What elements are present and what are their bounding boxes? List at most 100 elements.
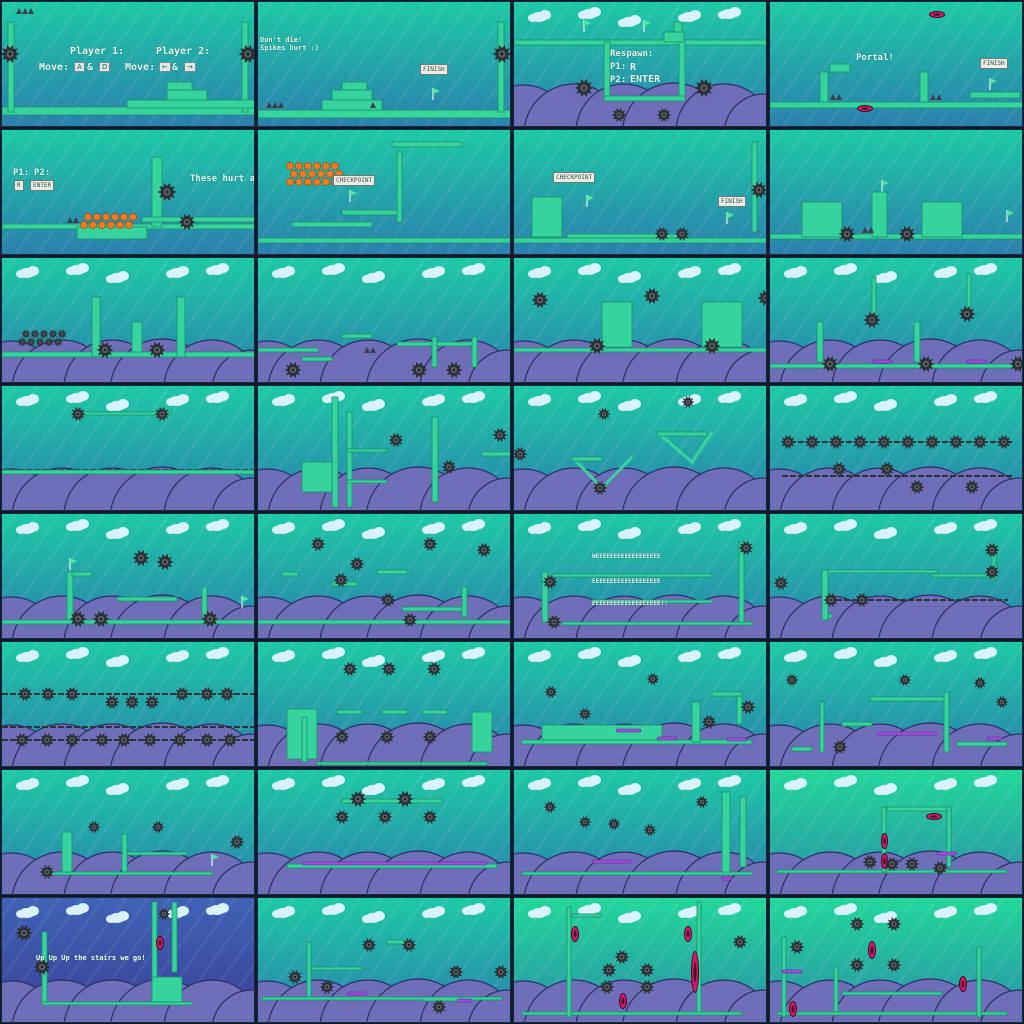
- cloud: [166, 650, 189, 662]
- level-thumbnail-20[interactable]: [769, 513, 1023, 639]
- platform: [886, 806, 948, 812]
- platform: [514, 347, 766, 353]
- level-thumbnail-7[interactable]: CHECKPOINT FINISH: [513, 129, 767, 255]
- platform: [521, 1011, 743, 1016]
- jump-pad: [591, 859, 633, 864]
- spikes-icon: [266, 102, 284, 108]
- level-thumbnail-1[interactable]: Player 1: Player 2: Move: A & D Move: ← & →: [1, 1, 255, 127]
- cloud: [206, 519, 229, 531]
- level-thumbnail-5[interactable]: P1: P2: R ENTER These hurt as well: [1, 129, 255, 255]
- level-thumbnail-24[interactable]: [769, 641, 1023, 767]
- saw-blade-icon: [448, 964, 464, 980]
- cloud: [578, 7, 601, 19]
- saw-blade-icon: [542, 574, 558, 590]
- level-thumbnail-9[interactable]: [1, 257, 255, 383]
- saw-blade-icon: [588, 337, 606, 355]
- saw-blade-icon: [15, 924, 33, 942]
- platform: [471, 711, 493, 753]
- cloud: [974, 519, 997, 531]
- level-thumbnail-15[interactable]: [513, 385, 767, 511]
- level-thumbnail-2[interactable]: Don't die! Spikes hurt :) FINISH: [257, 1, 511, 127]
- cloud: [718, 7, 741, 19]
- cloud: [784, 650, 807, 662]
- checkpoint-flag-icon: [349, 190, 357, 202]
- cloud: [834, 903, 857, 915]
- level-thumbnail-30[interactable]: [257, 897, 511, 1023]
- platform: [61, 831, 73, 873]
- cloud: [618, 911, 641, 923]
- cloud: [362, 399, 385, 411]
- level-thumbnail-32[interactable]: [769, 897, 1023, 1023]
- level-thumbnail-18[interactable]: [257, 513, 511, 639]
- saw-blade-icon: [87, 820, 101, 834]
- level-thumbnail-4[interactable]: Portal! FINISH: [769, 1, 1023, 127]
- platform: [166, 89, 208, 101]
- level-thumbnail-14[interactable]: [257, 385, 511, 511]
- saw-blade-icon: [544, 685, 558, 699]
- cloud: [718, 519, 741, 531]
- platform: [663, 31, 685, 43]
- level-thumbnail-22[interactable]: [257, 641, 511, 767]
- platform: [673, 21, 683, 33]
- cloud: [206, 263, 229, 275]
- jump-pad: [876, 731, 938, 736]
- cloud: [462, 647, 485, 659]
- saw-blade-icon: [681, 395, 695, 409]
- jump-pad: [346, 991, 368, 996]
- cloud: [422, 650, 445, 662]
- platform: [291, 221, 373, 228]
- level-thumbnail-3[interactable]: Respawn: P1: R P2: ENTER: [513, 1, 767, 127]
- level-thumbnail-11[interactable]: [513, 257, 767, 383]
- level-thumbnail-31[interactable]: [513, 897, 767, 1023]
- saw-blade-icon: [319, 979, 335, 995]
- level-thumbnail-26[interactable]: [257, 769, 511, 895]
- saw-blade-icon: [492, 427, 508, 443]
- portal-icon: [684, 926, 692, 942]
- cloud: [934, 650, 957, 662]
- level-thumbnail-6[interactable]: CHECKPOINT: [257, 129, 511, 255]
- saw-blade-icon: [401, 937, 417, 953]
- platform: [121, 833, 128, 873]
- platform: [381, 709, 408, 715]
- saw-blade-icon: [333, 572, 349, 588]
- platform: [561, 621, 753, 626]
- cloud: [422, 394, 445, 406]
- cloud: [578, 519, 601, 531]
- checkpoint-flag-icon: [1006, 210, 1014, 222]
- platform: [171, 901, 178, 973]
- platform: [931, 573, 993, 578]
- checkpoint-flag-icon: [583, 20, 591, 32]
- level-thumbnail-12[interactable]: [769, 257, 1023, 383]
- saw-blade-icon: [94, 732, 110, 748]
- platform: [770, 363, 1022, 369]
- platform: [41, 1001, 193, 1006]
- level-thumbnail-16[interactable]: [769, 385, 1023, 511]
- level-thumbnail-10[interactable]: [257, 257, 511, 383]
- level-thumbnail-28[interactable]: [769, 769, 1023, 895]
- level-thumbnail-13[interactable]: [1, 385, 255, 511]
- cloud: [678, 778, 701, 790]
- portal-icon: [868, 941, 876, 959]
- cloud: [618, 655, 641, 667]
- level-thumbnail-8[interactable]: [769, 129, 1023, 255]
- level-thumbnail-17[interactable]: [1, 513, 255, 639]
- saw-blade-icon: [831, 461, 847, 477]
- wee-line-3: EEEEEEEEEEEEEEEEEEE!!: [592, 600, 668, 607]
- level-thumbnail-29[interactable]: Up Up Up the stairs we go!: [1, 897, 255, 1023]
- level-thumbnail-21[interactable]: [1, 641, 255, 767]
- saw-blade-icon: [738, 540, 754, 556]
- level-thumbnail-27[interactable]: [513, 769, 767, 895]
- platform: [316, 761, 488, 766]
- level-thumbnail-19[interactable]: WEEEEEEEEEEEEEEEEEE EEEEEEEEEEEEEEEEEEE EE…: [513, 513, 767, 639]
- platform: [431, 416, 439, 503]
- saw-blade-icon: [654, 226, 670, 242]
- saw-blade-icon: [35, 337, 45, 347]
- cloud: [974, 903, 997, 915]
- cloud: [322, 519, 345, 531]
- level-thumbnail-23[interactable]: [513, 641, 767, 767]
- platform: [571, 456, 603, 462]
- level-thumbnail-25[interactable]: [1, 769, 255, 895]
- platform: [341, 798, 443, 804]
- saw-blade-icon: [334, 729, 350, 745]
- checkpoint-flag-icon: [586, 195, 594, 207]
